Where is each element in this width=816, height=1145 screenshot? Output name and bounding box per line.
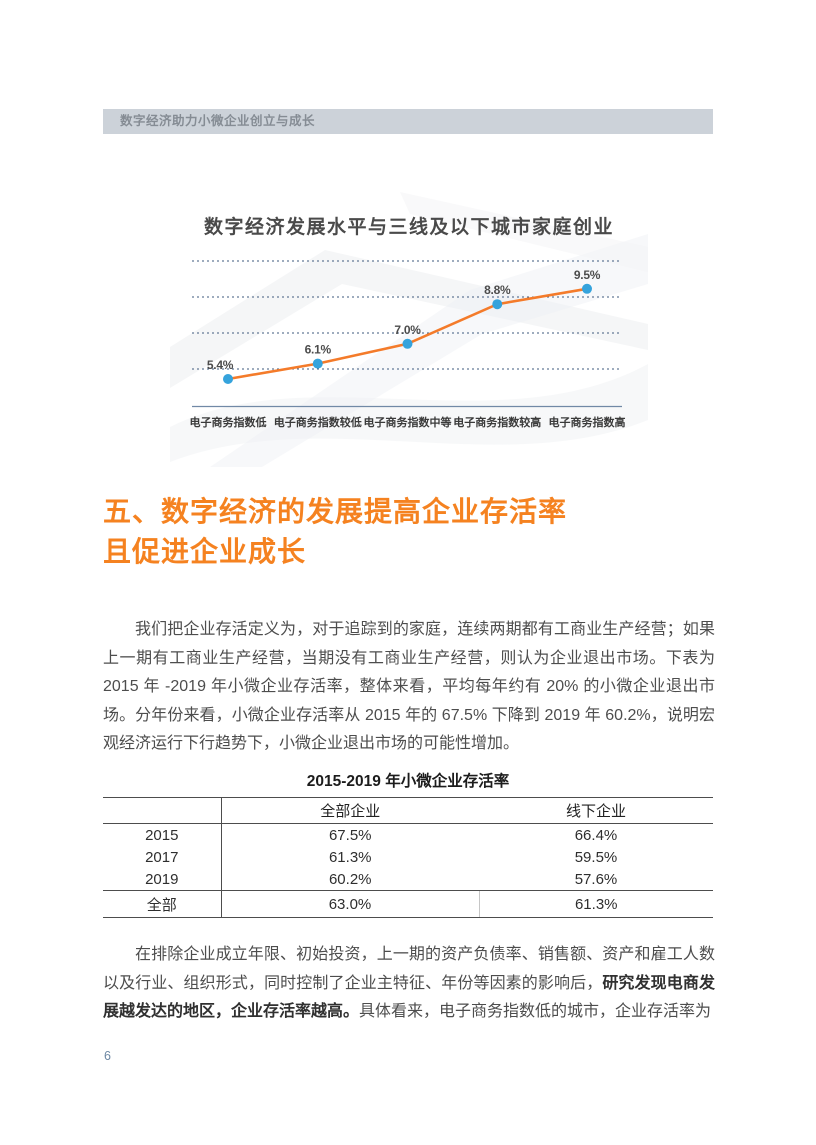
table-cell: 2017 <box>145 848 179 866</box>
data-point-marker <box>312 358 323 369</box>
table-cell: 2015 <box>145 826 179 844</box>
section-heading-line2: 且促进企业成长 <box>103 536 307 567</box>
table-row: 2019 60.2% 57.6% <box>103 868 713 891</box>
x-axis-labels: 电子商务指数低 电子商务指数较低 电子商务指数中等 电子商务指数较高 电子商务指数高 <box>190 414 626 430</box>
data-point-label: 8.8% <box>484 283 511 297</box>
x-axis-category-label: 电子商务指数较高 <box>453 417 542 429</box>
table-row: 2015 67.5% 66.4% <box>103 823 713 846</box>
table-cell: 59.5% <box>574 848 618 866</box>
table-cell: 67.5% <box>220 823 479 846</box>
chart-panel: 数字经济发展水平与三线及以下城市家庭创业 5.4% 6.1% 7.0% 8.8% 9.5… <box>170 192 648 467</box>
section-heading: 五、数字经济的发展提高企业存活率 且促进企业成长 <box>103 492 567 572</box>
section-heading-line1: 五、数字经济的发展提高企业存活率 <box>103 496 568 527</box>
survival-rate-table: 全部企业 线下企业 2015 67.5% 66.4% 2017 61.3% 59.5% 2019… <box>103 797 713 918</box>
data-point-marker <box>582 283 592 294</box>
table-title: 2015-2019 年小微企业存活率 <box>306 773 510 790</box>
chart-title: 数字经济发展水平与三线及以下城市家庭创业 <box>203 217 614 238</box>
data-point-marker <box>223 374 233 384</box>
x-axis-category-label: 电子商务指数高 <box>548 417 626 429</box>
x-axis-category-label: 电子商务指数较低 <box>273 417 362 429</box>
running-header-text: 数字经济助力小微企业创立与成长 <box>120 114 316 128</box>
line-chart: 5.4% 6.1% 7.0% 8.8% 9.5% <box>192 260 622 408</box>
paragraph-survival-definition: 我们把企业存活定义为，对于追踪到的家庭，连续两期都有工商业生产经营；如果上一期有… <box>103 621 715 752</box>
table-cell: 61.3% <box>220 846 479 868</box>
data-point-marker <box>402 338 413 349</box>
data-point-marker <box>492 299 503 310</box>
page-number: 6 <box>104 1049 111 1063</box>
table-cell: 全部 <box>103 890 221 918</box>
table-column-header: 全部企业 <box>220 797 479 824</box>
data-point-label: 7.0% <box>394 323 421 337</box>
table-cell: 60.2% <box>220 868 479 891</box>
x-axis-category-label: 电子商务指数低 <box>189 417 267 429</box>
data-point-label: 5.4% <box>207 358 234 372</box>
table-cell: 57.6% <box>574 870 618 888</box>
paragraph-2-pre: 在排除企业成立年限、初始投资，上一期的资产负债率、销售额、资产和雇工人数以及行业… <box>103 946 715 992</box>
paragraph-2-bold: 研究发现电商发展越发达的地区，企业存活率越高。 <box>103 974 715 1021</box>
x-axis-category-label: 电子商务指数中等 <box>363 417 452 429</box>
watermark-swoosh <box>170 192 648 467</box>
table-column-header <box>103 797 221 824</box>
table-cell: 61.3% <box>478 890 713 918</box>
table-header-row: 全部企业 线下企业 <box>103 797 713 824</box>
table-cell: 66.4% <box>574 826 618 844</box>
table-column-header: 线下企业 <box>479 797 713 824</box>
survival-table-block: 2015-2019 年小微企业存活率 全部企业 线下企业 2015 67.5% 66.4… <box>103 769 713 918</box>
paragraph-2-post: 具体看来，电子商务指数低的城市，企业存活率为 <box>359 1003 712 1020</box>
data-point-label: 9.5% <box>574 268 601 282</box>
table-row: 全部 63.0% 61.3% <box>103 890 713 918</box>
page-header-band: 数字经济助力小微企业创立与成长 <box>103 109 713 134</box>
table-row: 2017 61.3% 59.5% <box>103 846 713 868</box>
paragraph-regression-findings: 在排除企业成立年限、初始投资，上一期的资产负债率、销售额、资产和雇工人数以及行业… <box>103 941 715 1027</box>
table-cell: 63.0% <box>220 890 479 918</box>
data-point-label: 6.1% <box>305 343 332 357</box>
table-cell: 2019 <box>145 870 179 888</box>
